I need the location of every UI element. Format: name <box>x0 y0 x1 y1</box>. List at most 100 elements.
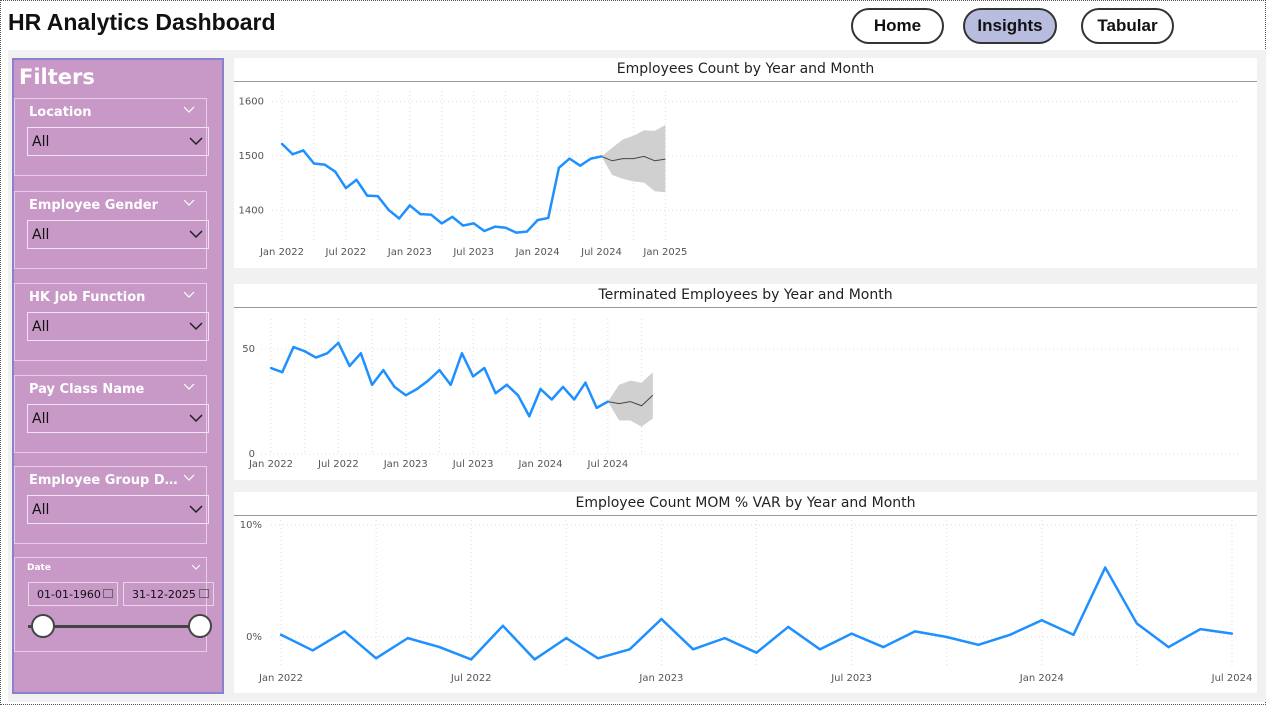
date-range-end-handle[interactable] <box>188 614 212 638</box>
calendar-icon[interactable] <box>199 589 209 598</box>
data-point <box>539 387 542 391</box>
y-tick-label: 1400 <box>239 205 264 216</box>
data-point <box>483 229 486 233</box>
data-point <box>787 625 790 629</box>
collapse-chevron-icon[interactable] <box>191 564 201 571</box>
employee-gender-dropdown[interactable]: All <box>27 220 209 249</box>
data-point <box>501 624 505 627</box>
y-tick-label: 1600 <box>239 96 264 107</box>
job-function-filter: HK Job Function All <box>14 283 209 361</box>
data-point <box>404 394 407 397</box>
chart-title-divider <box>234 81 1257 82</box>
data-point <box>311 649 314 652</box>
chevron-down-icon <box>189 505 203 514</box>
data-point <box>528 415 531 418</box>
employee-group-filter-label: Employee Group Desc... <box>29 473 184 488</box>
end-date-input[interactable]: 31-12-2025 <box>123 582 214 606</box>
x-tick-label: Jul 2024 <box>1211 673 1253 684</box>
x-tick-label: Jul 2024 <box>580 247 622 258</box>
terminated-employees-chart: Terminated Employees by Year and Month 5… <box>234 284 1257 480</box>
data-point <box>343 630 346 633</box>
insights-button[interactable]: Insights <box>963 8 1057 44</box>
x-tick-label: Jan 2022 <box>258 673 303 684</box>
data-point <box>493 225 497 228</box>
pay-class-filter: Pay Class Name All <box>14 375 209 453</box>
home-button[interactable]: Home <box>851 8 944 44</box>
date-filter: Date 01-01-1960 31-12-2025 <box>14 557 214 652</box>
x-tick-label: Jul 2024 <box>587 459 629 470</box>
chart-title: Employee Count MOM % VAR by Year and Mon… <box>575 495 916 511</box>
collapse-chevron-icon[interactable] <box>183 199 195 207</box>
data-point <box>691 648 695 651</box>
date-range-start-handle[interactable] <box>31 614 55 638</box>
data-point <box>387 208 390 211</box>
data-point <box>370 383 374 387</box>
series-line <box>280 566 1233 661</box>
data-point <box>1104 566 1107 569</box>
data-point <box>376 194 380 198</box>
data-point <box>408 204 411 207</box>
data-point <box>1072 633 1075 636</box>
data-point <box>536 218 539 222</box>
data-point <box>547 216 550 220</box>
employee-group-filter: Employee Group Desc... All <box>14 466 209 544</box>
x-tick-label: Jul 2022 <box>450 673 492 684</box>
data-point <box>596 657 600 660</box>
data-point <box>850 632 853 635</box>
data-point <box>451 215 454 219</box>
collapse-chevron-icon[interactable] <box>183 383 195 391</box>
data-point <box>397 217 401 220</box>
data-point <box>628 648 631 651</box>
data-point <box>429 213 433 216</box>
data-point <box>366 194 369 197</box>
x-tick-label: Jul 2022 <box>325 247 367 258</box>
chart-title-divider <box>234 307 1257 308</box>
data-point <box>818 648 822 651</box>
data-point <box>323 163 326 166</box>
location-dropdown[interactable]: All <box>27 127 209 156</box>
data-point <box>494 391 497 395</box>
data-point <box>449 383 452 387</box>
data-point <box>461 224 465 227</box>
data-point <box>415 387 419 391</box>
collapse-chevron-icon[interactable] <box>183 474 195 482</box>
data-point <box>406 636 409 640</box>
pay-class-dropdown[interactable]: All <box>27 404 209 433</box>
y-tick-label: 0% <box>246 632 262 643</box>
x-tick-label: Jan 2023 <box>387 247 432 258</box>
collapse-chevron-icon[interactable] <box>183 106 195 114</box>
mom-variance-plot: 10% 0% Jan 2022 Jul 2022 Jan 2023 Jul 2023 Jan… <box>240 520 1253 684</box>
data-point <box>280 142 284 146</box>
collapse-chevron-icon[interactable] <box>183 291 195 299</box>
data-point <box>525 230 529 233</box>
start-date-input[interactable]: 01-01-1960 <box>28 582 118 606</box>
data-point <box>589 157 593 160</box>
y-tick-label: 10% <box>240 520 262 531</box>
data-point <box>945 635 948 639</box>
chevron-down-icon <box>189 230 203 239</box>
date-range-slider-track[interactable] <box>28 625 200 628</box>
pay-class-filter-label: Pay Class Name <box>29 382 145 397</box>
x-tick-label: Jan 2023 <box>383 459 428 470</box>
filters-panel: Filters <box>12 58 224 694</box>
tabular-button[interactable]: Tabular <box>1081 8 1174 44</box>
location-filter-label: Location <box>29 105 92 120</box>
employee-group-dropdown[interactable]: All <box>27 495 209 524</box>
data-point <box>348 364 351 368</box>
data-point <box>557 166 561 170</box>
data-point <box>584 381 587 384</box>
x-tick-label: Jul 2023 <box>452 247 494 258</box>
x-tick-label: Jul 2022 <box>317 459 359 470</box>
calendar-icon[interactable] <box>103 589 113 598</box>
data-point <box>505 383 509 387</box>
employee-gender-dropdown-value: All <box>32 226 50 243</box>
data-point <box>573 398 576 401</box>
data-point <box>516 394 520 397</box>
job-function-dropdown[interactable]: All <box>27 312 209 341</box>
data-point <box>472 222 475 225</box>
data-point <box>355 178 358 182</box>
data-point <box>882 645 885 649</box>
data-point <box>337 341 340 345</box>
x-tick-label: Jul 2023 <box>830 673 872 684</box>
data-point <box>565 636 568 640</box>
